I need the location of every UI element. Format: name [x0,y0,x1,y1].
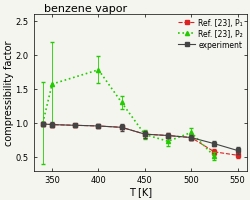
Ref. [23], P₂ [96,69,100,72]
Ref. [23], P₁ [166,135,169,137]
Ref. [23], P₂ [212,155,215,158]
Ref. [23], P₁ [235,154,238,157]
Ref. [23], P₁ [143,133,146,136]
experiment [120,126,123,129]
experiment [74,124,76,127]
Ref. [23], P₂ [50,83,53,86]
Ref. [23], P₁ [74,124,76,127]
Ref. [23], P₂ [143,134,146,136]
Ref. [23], P₂ [120,102,123,104]
Ref. [23], P₂ [166,140,169,143]
X-axis label: T [K]: T [K] [128,186,151,196]
Ref. [23], P₁ [50,124,53,126]
Ref. [23], P₂ [41,122,44,124]
Ref. [23], P₁ [96,125,100,128]
Text: benzene vapor: benzene vapor [44,4,127,14]
Ref. [23], P₁ [120,126,123,129]
Legend: Ref. [23], P₁, Ref. [23], P₂, experiment: Ref. [23], P₁, Ref. [23], P₂, experiment [176,17,244,51]
Ref. [23], P₁ [41,123,44,126]
Line: Ref. [23], P₁: Ref. [23], P₁ [41,123,238,157]
experiment [166,135,169,137]
experiment [96,125,100,128]
experiment [212,143,215,145]
Line: Ref. [23], P₂: Ref. [23], P₂ [40,68,216,159]
experiment [41,123,44,126]
experiment [235,150,238,152]
experiment [143,133,146,136]
Ref. [23], P₁ [212,151,215,153]
Line: experiment: experiment [41,123,238,152]
Ref. [23], P₁ [189,137,192,139]
Y-axis label: compressibility factor: compressibility factor [4,40,14,145]
Ref. [23], P₂ [189,132,192,134]
experiment [50,124,53,126]
experiment [189,137,192,139]
